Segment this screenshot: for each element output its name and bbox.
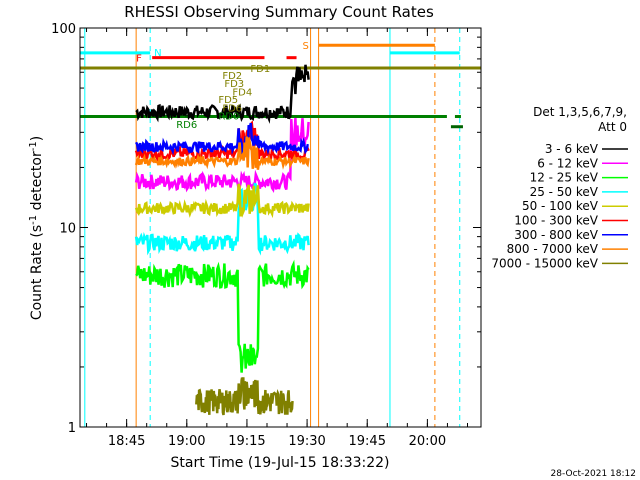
series-line — [134, 136, 310, 170]
x-tick-label: 19:15 — [228, 434, 265, 449]
legend-entry-label: 12 - 25 keV — [530, 171, 599, 185]
series-line — [134, 183, 310, 219]
x-axis-label: Start Time (19-Jul-15 18:33:22) — [170, 455, 389, 471]
plot-frame — [79, 27, 482, 428]
y-axis-label-end: ) — [29, 136, 45, 141]
x-tick-label: 18:45 — [108, 434, 145, 449]
footer-timestamp: 28-Oct-2021 18:12 — [551, 469, 636, 479]
series-line — [134, 120, 310, 164]
legend-entry-label: 25 - 50 keV — [530, 185, 599, 199]
series-line — [135, 259, 310, 373]
annotation-label: FD5 — [218, 95, 238, 106]
legend-entry-label: 800 - 7000 keV — [507, 242, 599, 256]
legend-entry-label: 6 - 12 keV — [537, 156, 599, 170]
x-axis-ticks: 18:45 19:00 19:15 19:30 19:45 20:00 — [86, 28, 468, 449]
y-tick-label: 1 — [68, 421, 76, 436]
x-tick-label: 19:30 — [288, 434, 325, 449]
y-axis-label-sup: -1 — [28, 215, 39, 225]
series-line — [134, 122, 309, 156]
annotation-label: RD6 — [176, 120, 197, 131]
annotation-label: FD4 — [232, 88, 252, 99]
y-axis-label-sup2: -1 — [28, 141, 39, 151]
annotation-label: FD6 — [222, 103, 242, 114]
series-line — [134, 182, 310, 256]
series-line — [195, 377, 294, 416]
legend-entry-label: 300 - 800 keV — [514, 228, 598, 242]
annotation-label: F — [136, 54, 142, 65]
x-tick-label: 19:45 — [349, 434, 386, 449]
annotation-label: FD2 — [222, 71, 242, 82]
y-tick-label: 10 — [59, 222, 76, 237]
x-tick-label: 20:00 — [409, 434, 446, 449]
series-line — [134, 117, 310, 193]
annotation-label: N — [154, 48, 161, 59]
annotation-label: S — [303, 41, 309, 52]
y-axis-label-tail: detector — [29, 151, 45, 215]
legend-entry-label: 3 - 6 keV — [545, 142, 599, 156]
y-axis-ticks: 1 10 100 — [51, 22, 481, 436]
chart-title: RHESSI Observing Summary Count Rates — [124, 3, 434, 21]
y-tick-label: 100 — [51, 22, 76, 37]
series-line — [135, 64, 310, 124]
legend-entry-label: 50 - 100 keV — [522, 199, 599, 213]
annotation-label: RD0 — [218, 111, 239, 122]
y-axis-label-main: Count Rate (s — [29, 225, 45, 320]
legend-entry-label: 7000 - 15000 keV — [491, 256, 598, 270]
legend-header-1: Det 1,3,5,6,7,9, — [533, 105, 627, 119]
x-tick-label: 19:00 — [168, 434, 205, 449]
y-axis-label: Count Rate (s-1 detector-1) — [28, 136, 46, 320]
annotation-label: FD1 — [250, 64, 270, 75]
legend-header-2: Att 0 — [598, 120, 627, 134]
annotation-label: FD3 — [224, 79, 244, 90]
legend-entry-label: 100 - 300 keV — [514, 214, 598, 228]
